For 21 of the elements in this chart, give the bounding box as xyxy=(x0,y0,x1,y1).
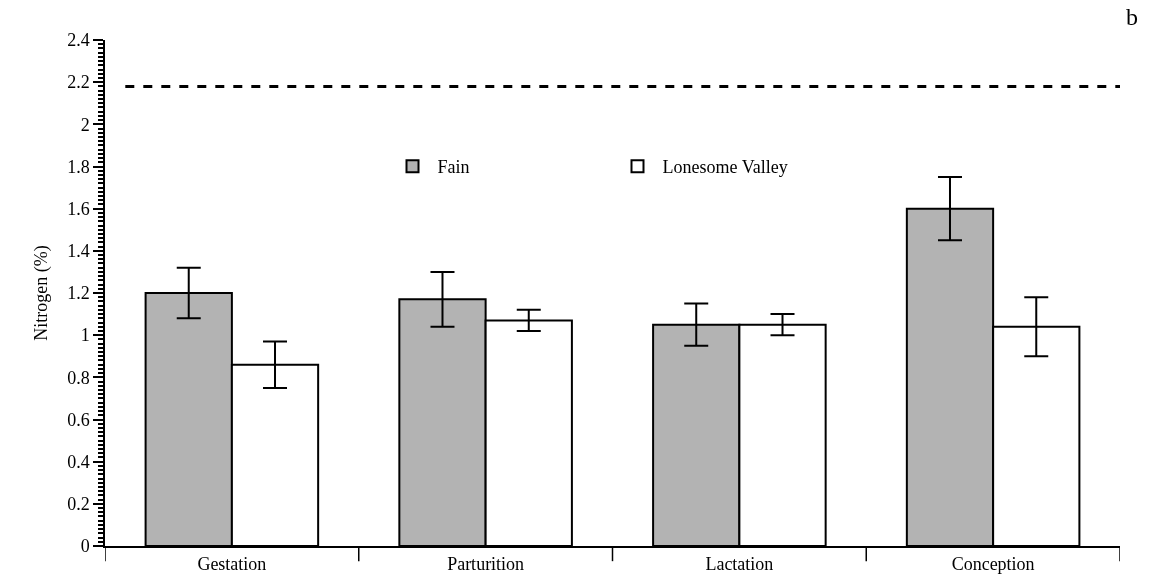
y-tick-label: 2 xyxy=(80,114,90,135)
y-tick-label: 1.4 xyxy=(67,241,90,262)
x-tick-label: Conception xyxy=(951,553,1035,574)
legend-label: Lonesome Valley xyxy=(662,157,788,178)
x-tick-label: Parturition xyxy=(447,553,525,574)
y-tick-label: 2.2 xyxy=(67,72,90,93)
y-axis-title: Nitrogen (%) xyxy=(30,245,52,341)
y-tick-label: 0.6 xyxy=(67,409,90,430)
legend-label: Fain xyxy=(437,157,470,178)
y-tick-label: 0.8 xyxy=(67,367,90,388)
x-tick-label: Lactation xyxy=(705,553,774,574)
y-tick-label: 0 xyxy=(80,536,90,557)
y-tick-label: 1.8 xyxy=(67,156,90,177)
y-tick-label: 1.2 xyxy=(67,283,90,304)
y-tick-label: 0.4 xyxy=(67,451,90,472)
y-tick-label: 1.6 xyxy=(67,198,90,219)
y-tick-label: 2.4 xyxy=(67,30,90,51)
text: b xyxy=(1126,4,1138,30)
y-tick-label: 0.2 xyxy=(67,494,90,515)
x-tick-label: Gestation xyxy=(197,553,267,574)
y-tick-label: 1 xyxy=(80,325,90,346)
